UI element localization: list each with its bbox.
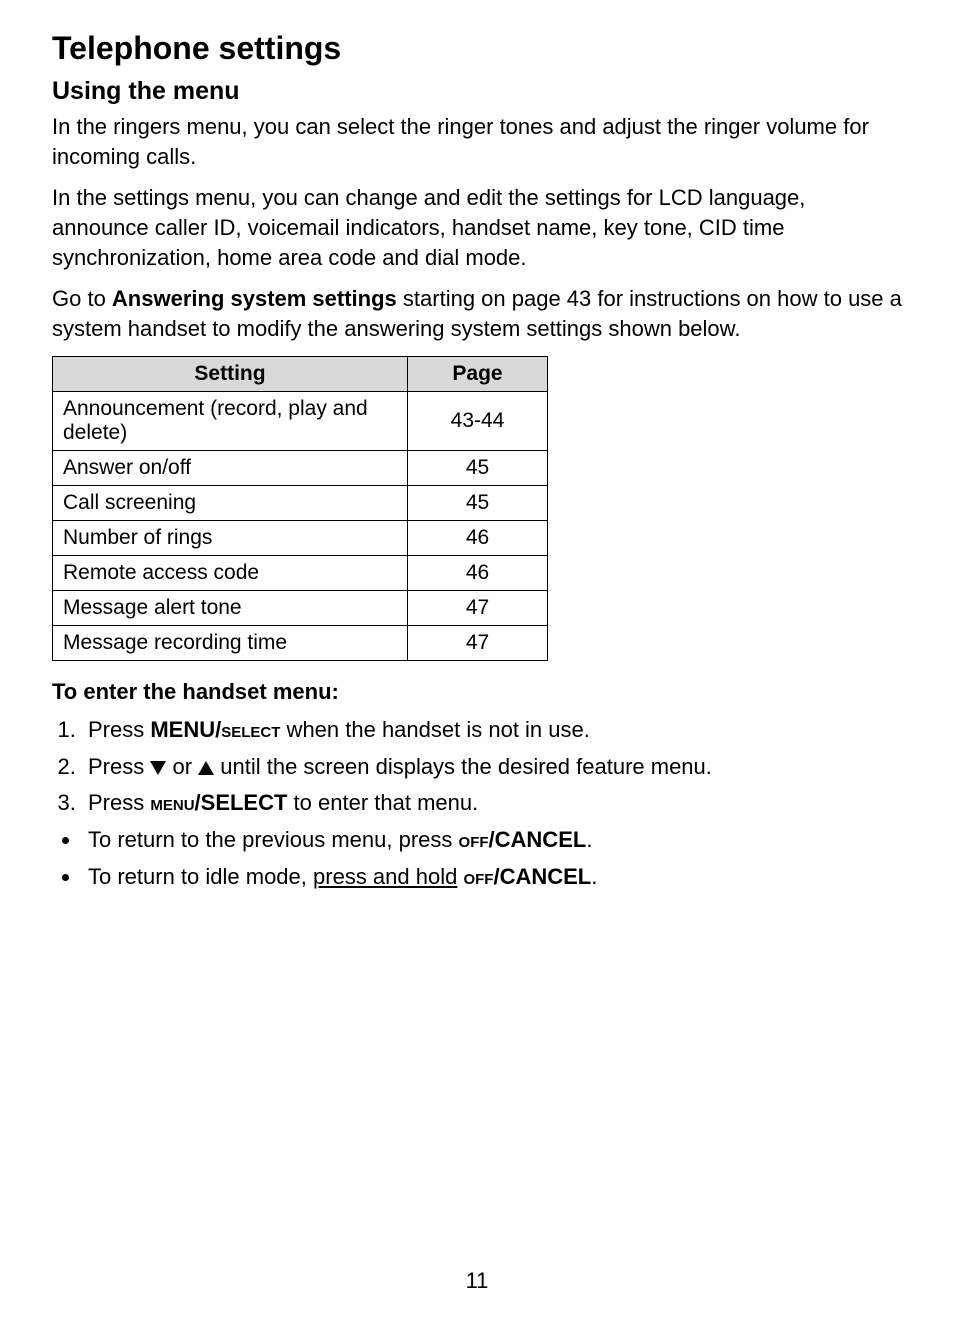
text-run: . bbox=[586, 827, 592, 852]
table-row: Call screening45 bbox=[53, 485, 548, 520]
text-run: or bbox=[166, 754, 198, 779]
step-3: Press menu/SELECT to enter that menu. bbox=[82, 788, 902, 818]
page-title: Telephone settings bbox=[52, 30, 902, 67]
table-cell-setting: Answer on/off bbox=[53, 450, 408, 485]
table-row: Answer on/off45 bbox=[53, 450, 548, 485]
text-run: Go to bbox=[52, 286, 112, 311]
table-cell-page: 43-44 bbox=[408, 391, 548, 450]
step-1: Press MENU/select when the handset is no… bbox=[82, 715, 902, 745]
paragraph-2: In the settings menu, you can change and… bbox=[52, 183, 902, 272]
text-underline: press and hold bbox=[313, 864, 457, 889]
table-row: Announcement (record, play and delete)43… bbox=[53, 391, 548, 450]
text-run: To return to the previous menu, press bbox=[88, 827, 459, 852]
text-run: until the screen displays the desired fe… bbox=[214, 754, 712, 779]
text-run: To return to idle mode, bbox=[88, 864, 313, 889]
table-cell-setting: Remote access code bbox=[53, 555, 408, 590]
table-header-page: Page bbox=[408, 356, 548, 391]
menu-heading: To enter the handset menu: bbox=[52, 679, 902, 705]
text-run: . bbox=[591, 864, 597, 889]
table-cell-page: 45 bbox=[408, 450, 548, 485]
table-cell-setting: Message recording time bbox=[53, 625, 408, 660]
bullet-2: To return to idle mode, press and hold o… bbox=[82, 862, 902, 892]
table-cell-setting: Announcement (record, play and delete) bbox=[53, 391, 408, 450]
text-run: Press bbox=[88, 754, 150, 779]
table-cell-page: 46 bbox=[408, 555, 548, 590]
section-heading: Using the menu bbox=[52, 77, 902, 106]
text-run: Press bbox=[88, 717, 150, 742]
table-row: Message alert tone47 bbox=[53, 590, 548, 625]
table-row: Number of rings46 bbox=[53, 520, 548, 555]
text-run: Press bbox=[88, 790, 150, 815]
step-2: Press or until the screen displays the d… bbox=[82, 752, 902, 782]
table-cell-page: 46 bbox=[408, 520, 548, 555]
down-arrow-icon bbox=[150, 761, 166, 775]
paragraph-1: In the ringers menu, you can select the … bbox=[52, 112, 902, 171]
settings-table: Setting Page Announcement (record, play … bbox=[52, 356, 548, 661]
table-row: Remote access code46 bbox=[53, 555, 548, 590]
text-bold: menu/SELECT bbox=[150, 790, 287, 815]
table-cell-page: 45 bbox=[408, 485, 548, 520]
table-cell-setting: Message alert tone bbox=[53, 590, 408, 625]
table-cell-page: 47 bbox=[408, 590, 548, 625]
table-cell-setting: Number of rings bbox=[53, 520, 408, 555]
table-row: Message recording time47 bbox=[53, 625, 548, 660]
table-cell-page: 47 bbox=[408, 625, 548, 660]
text-run: when the handset is not in use. bbox=[280, 717, 589, 742]
text-bold: MENU/select bbox=[150, 717, 280, 742]
table-cell-setting: Call screening bbox=[53, 485, 408, 520]
paragraph-3: Go to Answering system settings starting… bbox=[52, 284, 902, 343]
page-number: 11 bbox=[0, 1268, 954, 1294]
table-header-setting: Setting bbox=[53, 356, 408, 391]
up-arrow-icon bbox=[198, 761, 214, 775]
text-bold: off/CANCEL bbox=[463, 864, 591, 889]
bullet-1: To return to the previous menu, press of… bbox=[82, 825, 902, 855]
text-bold: off/CANCEL bbox=[459, 827, 587, 852]
text-run: to enter that menu. bbox=[287, 790, 478, 815]
text-bold: Answering system settings bbox=[112, 286, 397, 311]
